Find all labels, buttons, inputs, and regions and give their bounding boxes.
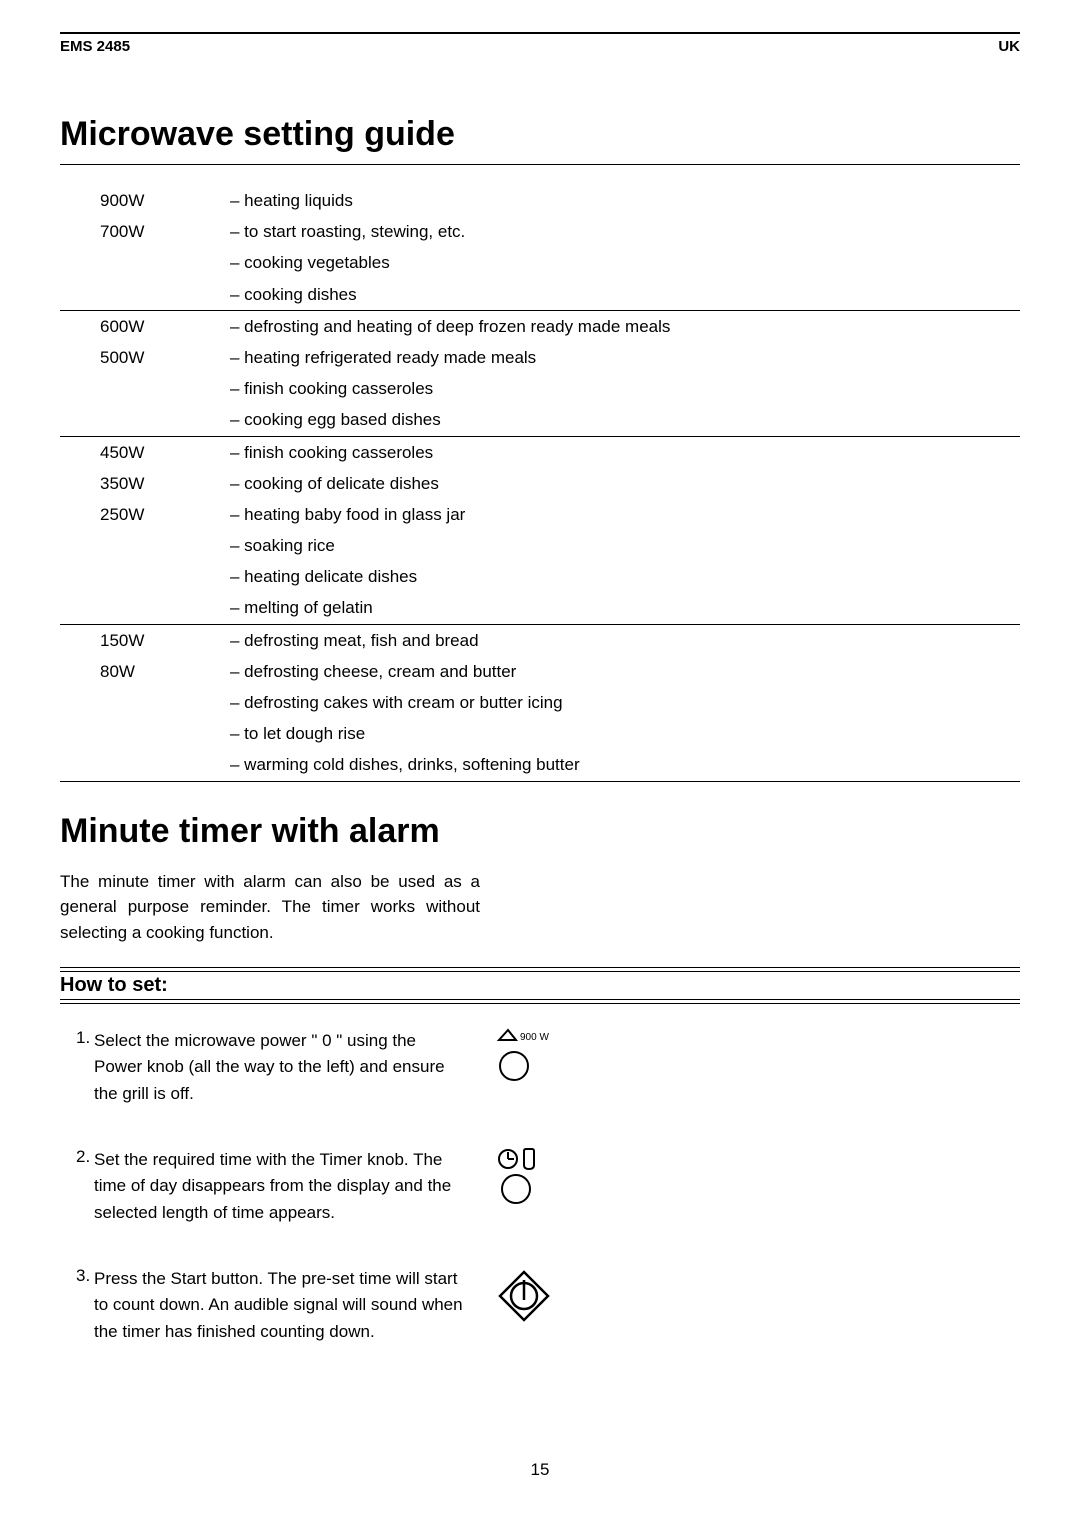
step-icon: 900 W — [464, 1028, 584, 1107]
table-row: 80W– defrosting cheese, cream and butter — [60, 656, 1020, 687]
settings-table: 900W– heating liquids700W– to start roas… — [60, 185, 1020, 782]
description-cell: – finish cooking casseroles — [230, 373, 1020, 404]
wattage-cell: 80W — [60, 656, 230, 687]
wattage-cell: 350W — [60, 468, 230, 499]
page-number: 15 — [0, 1460, 1080, 1480]
wattage-cell — [60, 404, 230, 436]
table-row: – melting of gelatin — [60, 592, 1020, 624]
table-row: 250W– heating baby food in glass jar — [60, 499, 1020, 530]
how-to-set-label: How to set: — [60, 974, 168, 996]
table-group: 450W– finish cooking casseroles350W– coo… — [60, 436, 1020, 624]
step-number: 2. — [60, 1147, 94, 1226]
step-icon — [464, 1266, 584, 1345]
section-title-guide: Microwave setting guide — [60, 115, 1020, 165]
description-cell: – heating liquids — [230, 185, 1020, 216]
description-cell: – defrosting and heating of deep frozen … — [230, 310, 1020, 342]
section-title-timer: Minute timer with alarm — [60, 812, 1020, 851]
wattage-cell: 150W — [60, 624, 230, 656]
description-cell: – defrosting cakes with cream or butter … — [230, 687, 1020, 718]
description-cell: – to start roasting, stewing, etc. — [230, 216, 1020, 247]
step-item: 3. Press the Start button. The pre-set t… — [60, 1266, 1020, 1345]
table-row: – cooking vegetables — [60, 247, 1020, 278]
wattage-cell — [60, 373, 230, 404]
steps-list: 1. Select the microwave power " 0 " usin… — [60, 1028, 1020, 1345]
wattage-cell — [60, 749, 230, 781]
description-cell: – finish cooking casseroles — [230, 436, 1020, 468]
description-cell: – cooking vegetables — [230, 247, 1020, 278]
table-row: 150W– defrosting meat, fish and bread — [60, 624, 1020, 656]
description-cell: – to let dough rise — [230, 718, 1020, 749]
start-diamond-icon — [494, 1266, 554, 1326]
timer-intro-text: The minute timer with alarm can also be … — [60, 869, 480, 946]
description-cell: – heating baby food in glass jar — [230, 499, 1020, 530]
wattage-cell: 600W — [60, 310, 230, 342]
table-row: – defrosting cakes with cream or butter … — [60, 687, 1020, 718]
description-cell: – heating delicate dishes — [230, 561, 1020, 592]
table-group: 900W– heating liquids700W– to start roas… — [60, 185, 1020, 310]
table-row: – cooking egg based dishes — [60, 404, 1020, 436]
region-code: UK — [998, 38, 1020, 55]
table-row: – soaking rice — [60, 530, 1020, 561]
description-cell: – warming cold dishes, drinks, softening… — [230, 749, 1020, 781]
wattage-cell — [60, 247, 230, 278]
wattage-cell: 500W — [60, 342, 230, 373]
table-row: – cooking dishes — [60, 279, 1020, 311]
wattage-cell — [60, 718, 230, 749]
icon-label: 900 W — [520, 1032, 549, 1043]
description-cell: – defrosting cheese, cream and butter — [230, 656, 1020, 687]
page-header: EMS 2485 UK — [60, 32, 1020, 55]
how-to-set-heading: How to set: — [60, 967, 1020, 1004]
wattage-cell — [60, 687, 230, 718]
description-cell: – cooking dishes — [230, 279, 1020, 311]
step-item: 2. Set the required time with the Timer … — [60, 1147, 1020, 1226]
step-text: Select the microwave power " 0 " using t… — [94, 1028, 464, 1107]
wattage-cell — [60, 530, 230, 561]
step-text: Press the Start button. The pre-set time… — [94, 1266, 464, 1345]
power-knob-icon: 900 W — [494, 1028, 564, 1088]
wattage-cell — [60, 279, 230, 311]
model-code: EMS 2485 — [60, 38, 130, 55]
description-cell: – cooking egg based dishes — [230, 404, 1020, 436]
table-row: 600W– defrosting and heating of deep fro… — [60, 310, 1020, 342]
wattage-cell — [60, 592, 230, 624]
step-icon — [464, 1147, 584, 1226]
wattage-cell: 250W — [60, 499, 230, 530]
step-text: Set the required time with the Timer kno… — [94, 1147, 464, 1226]
description-cell: – melting of gelatin — [230, 592, 1020, 624]
table-row: 900W– heating liquids — [60, 185, 1020, 216]
table-row: 700W– to start roasting, stewing, etc. — [60, 216, 1020, 247]
table-row: 450W– finish cooking casseroles — [60, 436, 1020, 468]
table-row: – finish cooking casseroles — [60, 373, 1020, 404]
wattage-cell: 900W — [60, 185, 230, 216]
description-cell: – defrosting meat, fish and bread — [230, 624, 1020, 656]
table-row: 350W– cooking of delicate dishes — [60, 468, 1020, 499]
step-number: 1. — [60, 1028, 94, 1107]
wattage-cell: 450W — [60, 436, 230, 468]
description-cell: – soaking rice — [230, 530, 1020, 561]
timer-knob-icon — [494, 1147, 564, 1207]
step-number: 3. — [60, 1266, 94, 1345]
table-group: 600W– defrosting and heating of deep fro… — [60, 310, 1020, 436]
description-cell: – heating refrigerated ready made meals — [230, 342, 1020, 373]
table-group: 150W– defrosting meat, fish and bread80W… — [60, 624, 1020, 781]
table-row: – warming cold dishes, drinks, softening… — [60, 749, 1020, 781]
table-row: 500W– heating refrigerated ready made me… — [60, 342, 1020, 373]
table-row: – heating delicate dishes — [60, 561, 1020, 592]
wattage-cell — [60, 561, 230, 592]
description-cell: – cooking of delicate dishes — [230, 468, 1020, 499]
step-item: 1. Select the microwave power " 0 " usin… — [60, 1028, 1020, 1107]
table-row: – to let dough rise — [60, 718, 1020, 749]
wattage-cell: 700W — [60, 216, 230, 247]
